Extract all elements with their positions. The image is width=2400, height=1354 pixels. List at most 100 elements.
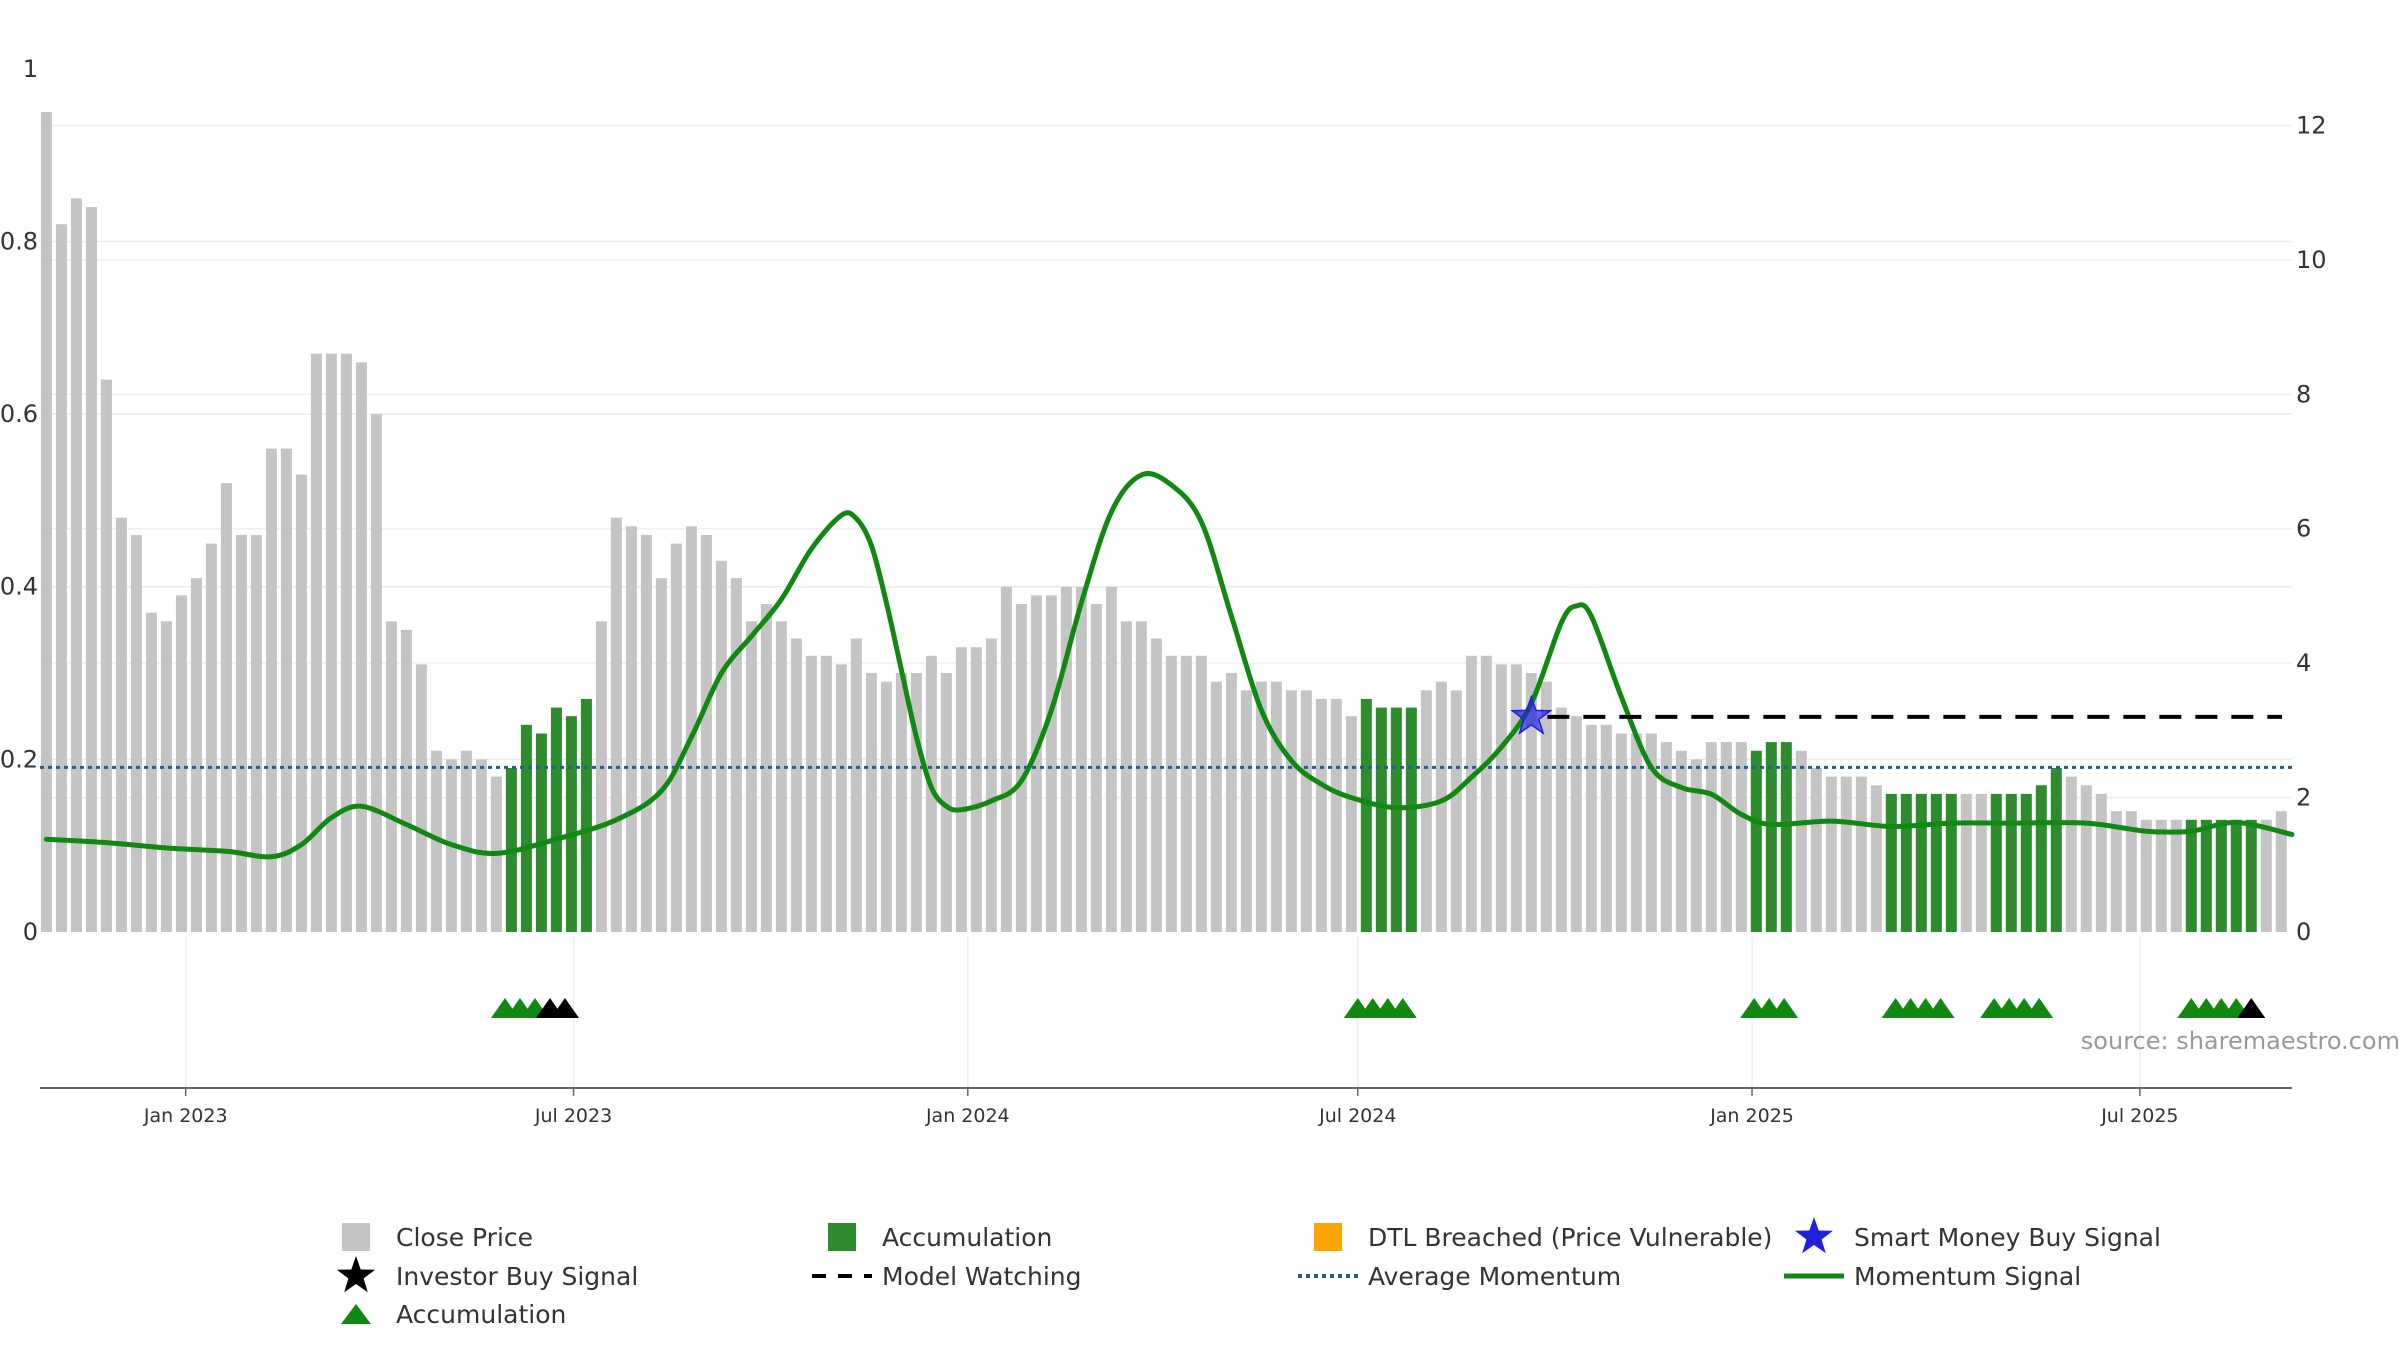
close-price-bar [1195,655,1207,932]
close-price-bar [2170,819,2182,932]
close-price-bar [1105,586,1117,932]
close-price-bar [895,673,907,932]
signal-markers [490,694,2266,1018]
close-price-bar [1855,776,1867,932]
legend-item-accumulation_bar: Accumulation [828,1223,1052,1252]
close-price-bar [1600,724,1612,932]
close-price-bar [985,638,997,932]
close-price-bar [910,673,922,932]
close-price-bar [1555,707,1567,932]
legend-label: Accumulation [396,1300,566,1329]
close-price-bar [1450,690,1462,932]
close-price-bar [175,595,187,932]
accumulation-bar [1885,793,1897,932]
legend-item-model_watching: Model Watching [812,1262,1082,1291]
close-price-bar [1045,595,1057,932]
right-tick-label: 12 [2296,111,2327,139]
close-price-bar [1960,793,1972,932]
legend-label: Model Watching [882,1262,1082,1291]
close-price-bar [940,673,952,932]
close-price-bar [685,526,697,932]
smart-money-star-icon [1510,694,1553,735]
close-price-bar [2275,811,2287,932]
accumulation-bar [1390,707,1402,932]
close-price-bar [1225,673,1237,932]
close-price-bar [1870,785,1882,932]
close-price-bar [1315,698,1327,932]
close-price-bar [1120,621,1132,932]
close-price-bar [2110,811,2122,932]
left-tick-label: 0.8 [0,227,38,255]
close-price-bar [235,534,247,932]
close-price-bar [1345,716,1357,932]
accumulation-triangle-icon [2025,998,2054,1018]
close-price-bar [1330,698,1342,932]
close-price-bar [1825,776,1837,932]
close-price-bar [70,198,82,932]
legend: Close Price Accumulation DTL Breached (Pri… [337,1217,2161,1329]
close-price-bar [1720,742,1732,932]
legend-label: Investor Buy Signal [396,1262,638,1291]
legend-dtl-icon [1314,1223,1342,1251]
close-price-bar [40,112,52,932]
close-price-bar [2155,819,2167,932]
accumulation-bar [2245,819,2257,932]
accumulation-bar [2005,793,2017,932]
accumulation-bar [1915,793,1927,932]
close-price-bar [325,353,337,932]
close-price-bar [1570,716,1582,932]
accumulation-bar [2050,768,2062,932]
close-price-bar [790,638,802,932]
right-tick-label: 8 [2296,380,2311,408]
left-tick-label: 0.4 [0,573,38,601]
close-price-bar [1585,724,1597,932]
accumulation-bar [1405,707,1417,932]
close-price-bar [625,526,637,932]
close-price-bar [1540,681,1552,932]
close-price-bar [1510,664,1522,932]
close-price-bar [55,224,67,933]
investor-buy-triangle-icon [550,998,579,1018]
x-tick-label: Jan 2025 [1709,1105,1794,1127]
accumulation-bar [520,724,532,932]
close-price-bar [1285,690,1297,932]
legend-label: Momentum Signal [1854,1262,2081,1291]
close-price-bar [1645,733,1657,932]
close-price-bar [760,604,772,932]
close-price-bar [1150,638,1162,932]
close-price-bar [1630,733,1642,932]
close-price-bar [745,621,757,932]
close-price-bar [640,534,652,932]
close-price-bar [925,655,937,932]
close-price-bar [700,534,712,932]
accumulation-bar [550,707,562,932]
close-price-bar [970,647,982,932]
close-price-bar [1660,742,1672,932]
close-price-bar [1675,750,1687,932]
close-price-bar [805,655,817,932]
legend-item-accumulation_marker: Accumulation [341,1300,566,1329]
x-tick-label: Jul 2023 [534,1105,612,1127]
close-price-bar [190,578,202,932]
close-price-bar [1180,655,1192,932]
close-price-bar [2140,819,2152,932]
close-price-bar [1495,664,1507,932]
right-tick-label: 6 [2296,515,2311,543]
close-price-bar [880,681,892,932]
close-price-bar [475,759,487,932]
close-price-bar [1840,776,1852,932]
legend-label: Close Price [396,1223,533,1252]
accumulation-bar [1900,793,1912,932]
legend-item-smart_money: Smart Money Buy Signal [1795,1217,2161,1254]
legend-item-close_price: Close Price [342,1223,533,1252]
close-price-bar [1690,759,1702,932]
accumulation-triangle-icon [1926,998,1955,1018]
close-price-bar [1465,655,1477,932]
accumulation-bar [2020,793,2032,932]
left-tick-label: 0 [23,918,38,946]
accumulation-bar [1780,742,1792,932]
right-tick-label: 4 [2296,649,2311,677]
accumulation-bar [535,733,547,932]
legend-item-dtl: DTL Breached (Price Vulnerable) [1314,1223,1772,1252]
close-price-bar [400,629,412,932]
